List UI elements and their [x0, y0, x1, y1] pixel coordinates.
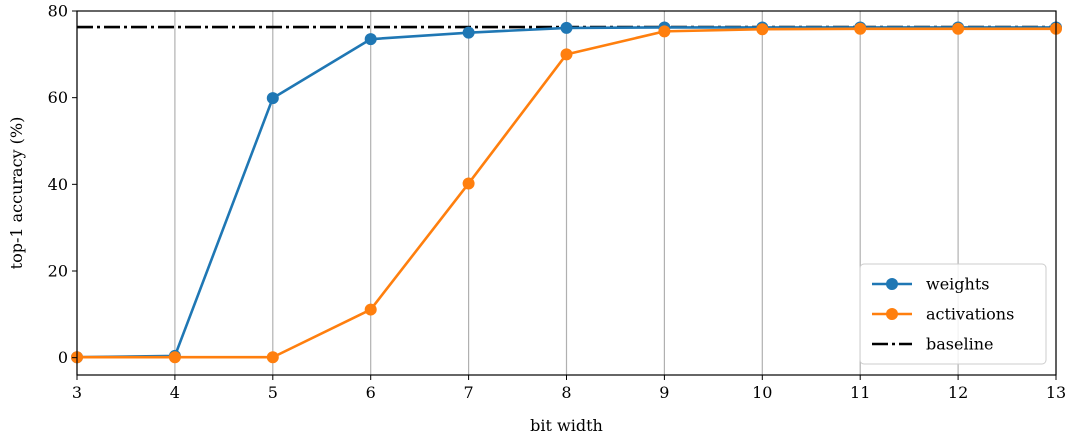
series-layer: [71, 21, 1062, 364]
x-axis-ticks: 3 4 5 6 7 8 9 10 11 12 13: [72, 375, 1066, 402]
y-tick-label-0: 0: [58, 348, 68, 367]
point-activations-11: [854, 22, 867, 35]
y-tick-label-40: 40: [48, 175, 68, 194]
legend-label-activations: activations: [926, 305, 1014, 324]
point-weights-8: [560, 21, 573, 34]
legend-marker-weights: [886, 278, 898, 290]
legend-label-weights: weights: [926, 275, 989, 294]
x-tick-label-5: 5: [268, 383, 278, 402]
y-axis-ticks: 0 20 40 60 80: [48, 2, 77, 367]
y-tick-label-20: 20: [48, 262, 68, 281]
y-tick-label-80: 80: [48, 2, 68, 21]
x-tick-label-9: 9: [659, 383, 669, 402]
point-weights-5: [266, 92, 279, 105]
point-activations-7: [462, 177, 475, 190]
y-tick-label-60: 60: [48, 88, 68, 107]
legend-marker-activations: [886, 308, 898, 320]
legend-box: [859, 263, 1047, 365]
point-activations-9: [658, 25, 671, 38]
point-activations-8: [560, 48, 573, 61]
point-activations-10: [756, 23, 769, 36]
point-activations-12: [952, 22, 965, 35]
point-weights-7: [462, 26, 475, 39]
point-activations-6: [364, 303, 377, 316]
x-tick-label-4: 4: [170, 383, 180, 402]
x-tick-label-13: 13: [1046, 383, 1066, 402]
x-tick-label-12: 12: [948, 383, 968, 402]
y-axis-label: top-1 accuracy (%): [7, 117, 26, 270]
legend-label-baseline: baseline: [926, 335, 993, 354]
x-tick-label-10: 10: [752, 383, 772, 402]
x-tick-label-6: 6: [366, 383, 376, 402]
x-tick-label-7: 7: [464, 383, 474, 402]
point-activations-5: [266, 351, 279, 364]
x-axis-label: bit width: [530, 416, 603, 435]
x-tick-label-8: 8: [561, 383, 571, 402]
x-tick-label-11: 11: [850, 383, 870, 402]
point-activations-4: [168, 351, 181, 364]
legend: weights activations baseline: [859, 263, 1047, 365]
point-weights-6: [364, 33, 377, 46]
x-tick-label-3: 3: [72, 383, 82, 402]
